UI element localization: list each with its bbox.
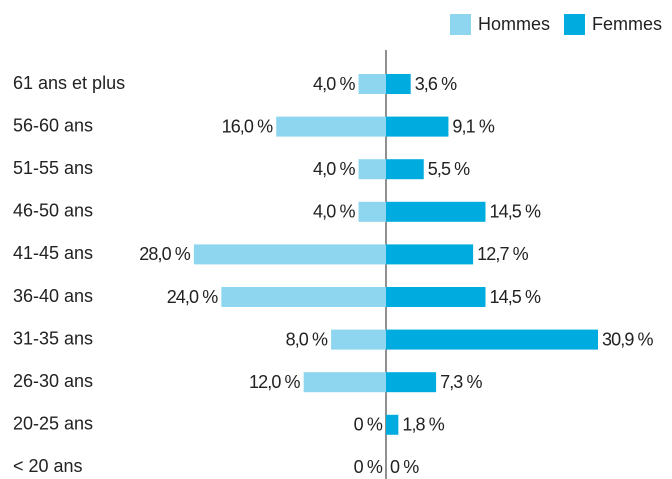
legend-label: Femmes [592, 14, 662, 34]
category-label: 31-35 ans [13, 328, 93, 348]
category-label: 36-40 ans [13, 286, 93, 306]
bar [386, 372, 437, 393]
bar [303, 372, 386, 393]
category-label: < 20 ans [13, 456, 83, 476]
bar [386, 329, 598, 350]
value-label: 16,0 % [222, 116, 274, 136]
bar [386, 244, 474, 265]
bar [358, 74, 386, 94]
value-label: 5,5 % [428, 159, 470, 179]
category-label: 26-30 ans [13, 371, 93, 391]
value-label: 12,0 % [249, 372, 301, 392]
value-label: 0 % [354, 415, 383, 435]
legend-swatch [563, 14, 585, 35]
category-label: 41-45 ans [13, 243, 93, 263]
value-label: 12,7 % [477, 244, 529, 264]
bar [193, 244, 386, 265]
value-label: 14,5 % [489, 202, 541, 222]
legend-label: Hommes [478, 14, 550, 34]
bar [386, 414, 399, 435]
legend-swatch [449, 14, 471, 35]
bar [386, 201, 486, 222]
bar [386, 287, 486, 307]
bar [358, 201, 386, 222]
value-label: 28,0 % [139, 244, 191, 264]
category-label: 51-55 ans [13, 158, 93, 178]
value-label: 0 % [390, 457, 419, 477]
bar [386, 74, 411, 94]
value-label: 9,1 % [452, 116, 494, 136]
category-label: 46-50 ans [13, 201, 93, 221]
bar [386, 159, 424, 180]
bar [331, 329, 386, 350]
bar [386, 116, 449, 137]
value-label: 24,0 % [167, 287, 219, 307]
value-label: 4,0 % [313, 202, 355, 222]
value-label: 14,5 % [489, 287, 541, 307]
value-label: 4,0 % [313, 159, 355, 179]
value-label: 4,0 % [313, 74, 355, 94]
category-label: 20-25 ans [13, 414, 93, 434]
value-label: 30,9 % [602, 329, 654, 349]
bar [276, 116, 386, 137]
value-label: 7,3 % [440, 372, 482, 392]
bar [358, 159, 386, 180]
bar [221, 287, 386, 307]
value-label: 0 % [354, 457, 383, 477]
category-label: 61 ans et plus [13, 73, 125, 93]
value-label: 3,6 % [415, 74, 457, 94]
category-label: 56-60 ans [13, 115, 93, 135]
value-label: 8,0 % [286, 329, 328, 349]
value-label: 1,8 % [402, 415, 444, 435]
